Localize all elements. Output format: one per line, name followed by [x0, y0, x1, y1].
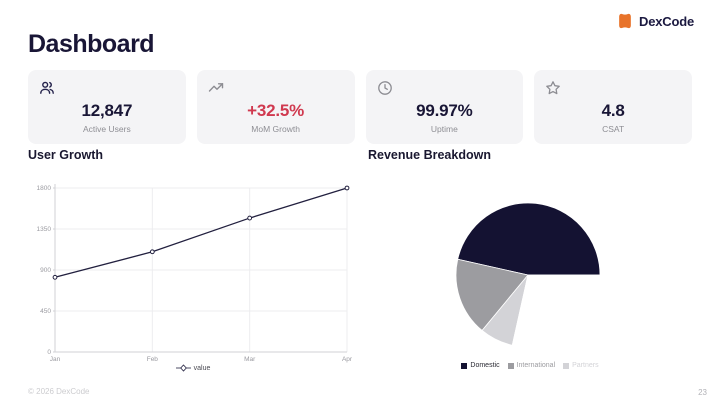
legend-swatch: [507, 362, 514, 369]
line-legend-marker-icon: [175, 364, 191, 372]
star-icon: [546, 81, 561, 95]
pie-legend-item-partners: Partners: [563, 362, 599, 369]
kpi-card-mom-growth: +32.5% MoM Growth: [196, 70, 355, 144]
legend-swatch: [563, 362, 570, 369]
y-tick-label: 900: [40, 267, 51, 274]
x-tick-label: Feb: [147, 356, 159, 363]
kpi-value-active-users: 12,847: [81, 101, 133, 120]
x-tick-label: Apr: [342, 356, 353, 363]
users-icon: [40, 81, 54, 94]
pie-chart-legend: Domestic International Partners: [368, 362, 692, 369]
kpi-label-uptime: Uptime: [430, 124, 458, 134]
logo-blob-icon: [619, 13, 631, 29]
user-growth-chart: 0 450 900 1350 1800 Jan Feb Mar Apr: [28, 175, 358, 375]
footer-page-number: 23: [698, 388, 707, 397]
kpi-card-active-users: 12,847 Active Users: [28, 70, 186, 144]
line-chart-legend: value: [28, 364, 358, 372]
y-tick-label: 450: [40, 308, 51, 315]
data-point-marker: [52, 274, 58, 280]
x-tick-label: Mar: [244, 356, 256, 363]
kpi-label-csat: CSAT: [602, 124, 625, 134]
brand-logo: DexCode: [616, 12, 694, 30]
kpi-card-csat: 4.8 CSAT: [534, 70, 692, 144]
legend-label: Partners: [572, 362, 599, 369]
data-point-marker: [149, 249, 155, 255]
pie-slice-blank: [511, 274, 601, 348]
value-series-line: [54, 187, 348, 278]
revenue-breakdown-title: Revenue Breakdown: [368, 148, 491, 162]
kpi-value-csat: 4.8: [601, 101, 625, 120]
line-legend-label: value: [193, 364, 211, 372]
kpi-card-uptime: 99.97% Uptime: [365, 70, 524, 144]
footer-copyright: © 2026 DexCode: [28, 387, 90, 396]
pie-legend-item-international: International: [507, 362, 556, 369]
data-point-marker: [247, 215, 253, 221]
y-tick-label: 1350: [37, 226, 52, 233]
kpi-value-uptime: 99.97%: [416, 101, 473, 120]
kpi-label-mom-growth: MoM Growth: [251, 124, 300, 134]
pie-slice-domestic: [457, 202, 601, 276]
legend-swatch: [461, 362, 468, 369]
clock-icon: [377, 81, 392, 95]
y-tick-label: 1800: [37, 185, 52, 192]
legend-label: Domestic: [470, 362, 500, 369]
revenue-breakdown-chart: [368, 175, 692, 360]
pie-slice-international: [455, 258, 529, 332]
legend-label: International: [516, 362, 556, 369]
trending-up-icon: [208, 83, 223, 92]
x-tick-label: Jan: [50, 356, 61, 363]
brand-name: DexCode: [639, 13, 694, 29]
user-growth-title: User Growth: [28, 148, 104, 162]
kpi-value-mom-growth: +32.5%: [247, 101, 305, 120]
kpi-label-active-users: Active Users: [83, 124, 131, 134]
pie-legend-item-domestic: Domestic: [461, 362, 500, 369]
y-tick-label: 0: [47, 349, 51, 356]
page-title: Dashboard: [28, 30, 155, 58]
kpi-row: 12,847 Active Users +32.5% MoM Growth 99…: [28, 70, 692, 144]
data-point-marker: [344, 185, 350, 191]
